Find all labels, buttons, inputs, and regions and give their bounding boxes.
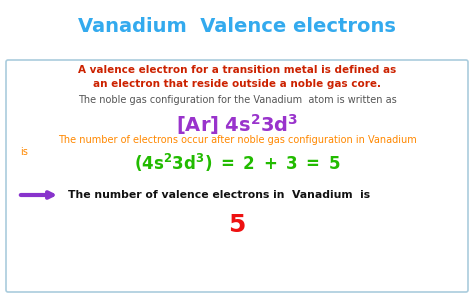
Text: is: is <box>20 147 28 157</box>
Text: The number of electrons occur after noble gas configuration in Vanadium: The number of electrons occur after nobl… <box>58 135 416 145</box>
Text: $\bf{[Ar]\ 4s^{2}3d^{3}}$: $\bf{[Ar]\ 4s^{2}3d^{3}}$ <box>176 112 298 137</box>
Text: $\bf{(4s^{2}3d^{3})\ =\ 2\ +\ 3\ =\ 5}$: $\bf{(4s^{2}3d^{3})\ =\ 2\ +\ 3\ =\ 5}$ <box>134 152 340 174</box>
Text: an electron that reside outside a noble gas core.: an electron that reside outside a noble … <box>93 79 381 89</box>
Text: The number of valence electrons in  Vanadium  is: The number of valence electrons in Vanad… <box>68 190 370 200</box>
Text: The noble gas configuration for the Vanadium  atom is written as: The noble gas configuration for the Vana… <box>78 95 396 105</box>
FancyBboxPatch shape <box>6 60 468 292</box>
Text: A valence electron for a transition metal is defined as: A valence electron for a transition meta… <box>78 65 396 75</box>
Text: Vanadium  Valence electrons: Vanadium Valence electrons <box>78 17 396 36</box>
Text: $\bf{5}$: $\bf{5}$ <box>228 213 246 237</box>
